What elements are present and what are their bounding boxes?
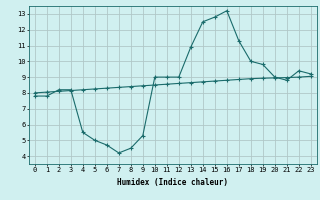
X-axis label: Humidex (Indice chaleur): Humidex (Indice chaleur) [117,178,228,187]
